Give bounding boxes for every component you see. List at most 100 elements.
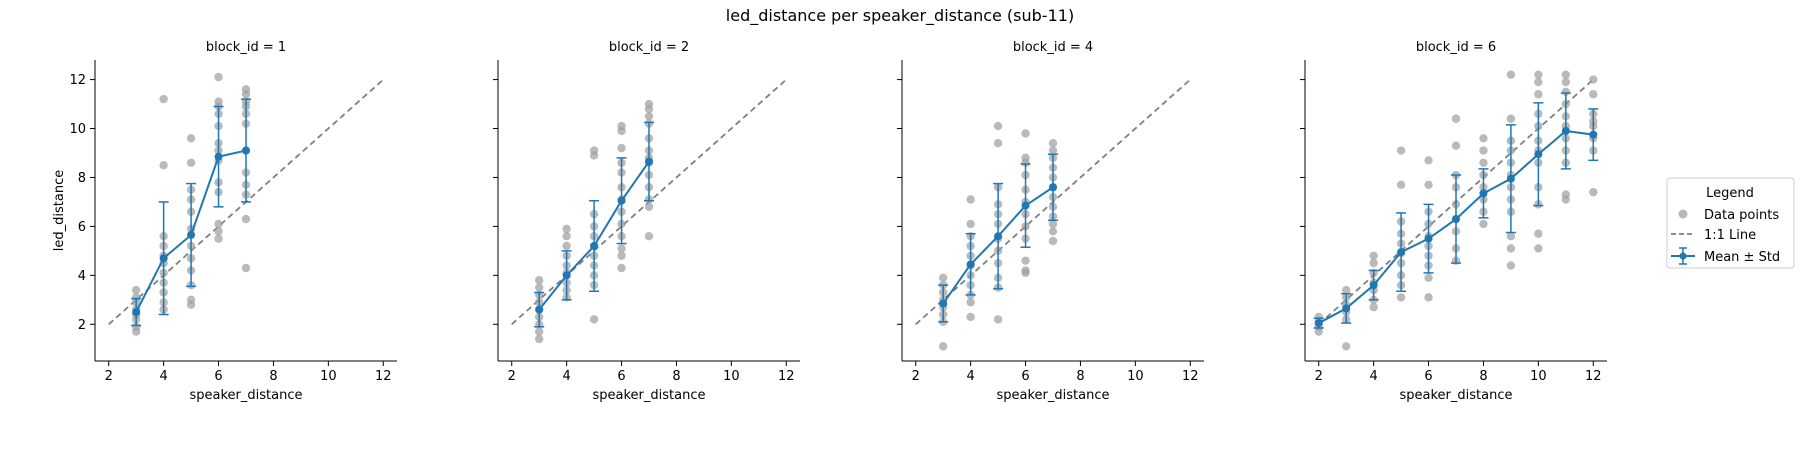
mean-point bbox=[590, 241, 599, 250]
data-point bbox=[1048, 146, 1058, 155]
x-tick-label: 4 bbox=[1369, 369, 1377, 384]
legend-mean-std-marker bbox=[1671, 247, 1695, 265]
facet-panels: block_id = 1 2 4 6 8 10 12 2 4 6 8 10 12 speaker_dist… bbox=[52, 40, 1607, 403]
y-tick-label: 10 bbox=[69, 122, 86, 137]
mean-point bbox=[966, 260, 975, 269]
data-point bbox=[214, 227, 223, 236]
legend: Legend Data points 1:1 Line Mean ± Std bbox=[1666, 177, 1795, 269]
data-point bbox=[1589, 187, 1598, 197]
data-point bbox=[214, 72, 223, 82]
mean-point bbox=[1506, 174, 1515, 183]
data-point bbox=[1561, 195, 1571, 204]
legend-identity-line-label: 1:1 Line bbox=[1704, 228, 1756, 243]
data-point bbox=[589, 315, 599, 324]
mean-point bbox=[242, 146, 250, 155]
data-point bbox=[589, 151, 599, 160]
legend-data-points-marker bbox=[1678, 209, 1688, 219]
data-point bbox=[159, 161, 168, 170]
data-point bbox=[617, 143, 626, 153]
legend-frame bbox=[1666, 177, 1795, 269]
data-point bbox=[1506, 231, 1516, 241]
y-tick-label: 4 bbox=[78, 269, 86, 284]
mean-point bbox=[535, 305, 544, 314]
x-tick-label: 12 bbox=[375, 369, 392, 384]
mean-point bbox=[1314, 319, 1323, 328]
y-tick-label: 8 bbox=[78, 171, 86, 186]
mean-point bbox=[1561, 126, 1570, 135]
data-point bbox=[1021, 158, 1030, 167]
x-tick-label: 2 bbox=[508, 369, 516, 384]
data-point bbox=[1048, 236, 1058, 246]
data-point bbox=[562, 241, 571, 251]
mean-point bbox=[214, 152, 223, 161]
mean-point bbox=[645, 157, 653, 166]
mean-point bbox=[617, 196, 626, 205]
x-tick-label: 2 bbox=[105, 369, 113, 384]
x-tick-label: 4 bbox=[562, 369, 570, 384]
x-tick-label: 6 bbox=[214, 369, 222, 384]
data-point bbox=[993, 315, 1003, 324]
data-point bbox=[1534, 77, 1543, 87]
data-point bbox=[186, 158, 196, 167]
facet-panel-2: block_id = 2 2 4 6 8 10 12 speaker_distance bbox=[493, 40, 800, 403]
mean-point bbox=[1397, 248, 1406, 257]
data-point bbox=[241, 214, 251, 224]
data-point bbox=[993, 139, 1003, 148]
data-point bbox=[1048, 219, 1058, 229]
data-point bbox=[159, 94, 168, 104]
y-axis-label: led_distance bbox=[52, 170, 67, 251]
data-point bbox=[1534, 244, 1543, 253]
data-point bbox=[241, 90, 251, 99]
data-point bbox=[938, 273, 948, 282]
data-point bbox=[214, 219, 223, 229]
data-point bbox=[241, 263, 251, 273]
data-point bbox=[1506, 70, 1516, 79]
data-point bbox=[1021, 268, 1030, 278]
data-point bbox=[1479, 134, 1488, 143]
data-point bbox=[938, 342, 948, 351]
x-tick-label: 6 bbox=[1424, 369, 1432, 384]
data-point bbox=[131, 285, 141, 295]
panel-title: block_id = 1 bbox=[206, 40, 286, 55]
x-tick-label: 10 bbox=[723, 369, 740, 384]
y-tick-label: 12 bbox=[69, 73, 86, 88]
data-point bbox=[1479, 158, 1488, 167]
data-point bbox=[534, 327, 544, 336]
mean-point bbox=[187, 230, 196, 239]
data-point bbox=[1479, 219, 1488, 229]
data-point bbox=[617, 126, 626, 136]
data-point bbox=[1369, 258, 1378, 268]
mean-point bbox=[159, 254, 168, 263]
data-point bbox=[966, 312, 975, 322]
x-axis-label: speaker_distance bbox=[190, 388, 303, 403]
x-tick-label: 4 bbox=[966, 369, 974, 384]
x-tick-label: 6 bbox=[617, 369, 625, 384]
x-axis-label: speaker_distance bbox=[1400, 388, 1513, 403]
data-point bbox=[1396, 293, 1406, 302]
data-point bbox=[1369, 302, 1378, 312]
data-point bbox=[644, 104, 654, 114]
data-point bbox=[644, 202, 654, 212]
data-point bbox=[644, 112, 654, 121]
data-point bbox=[1451, 141, 1461, 150]
x-tick-label: 8 bbox=[672, 369, 680, 384]
mean-point bbox=[1424, 234, 1433, 243]
mean-point bbox=[1369, 281, 1378, 290]
panel-title: block_id = 6 bbox=[1416, 40, 1496, 55]
x-tick-label: 12 bbox=[778, 369, 795, 384]
y-tick-label: 6 bbox=[78, 220, 86, 235]
facet-panel-1: block_id = 1 2 4 6 8 10 12 2 4 6 8 10 12 speaker_dist… bbox=[52, 40, 397, 403]
x-tick-label: 8 bbox=[269, 369, 277, 384]
x-tick-label: 4 bbox=[159, 369, 167, 384]
data-point bbox=[186, 300, 196, 309]
data-point bbox=[1506, 114, 1516, 123]
data-point bbox=[1534, 70, 1543, 79]
data-point bbox=[534, 276, 544, 285]
data-point bbox=[1369, 251, 1378, 260]
x-tick-label: 10 bbox=[1530, 369, 1547, 384]
data-point bbox=[966, 195, 975, 204]
data-point bbox=[1021, 256, 1030, 265]
data-point bbox=[534, 283, 544, 292]
legend-data-points-label: Data points bbox=[1704, 208, 1779, 223]
data-point bbox=[1561, 87, 1571, 97]
